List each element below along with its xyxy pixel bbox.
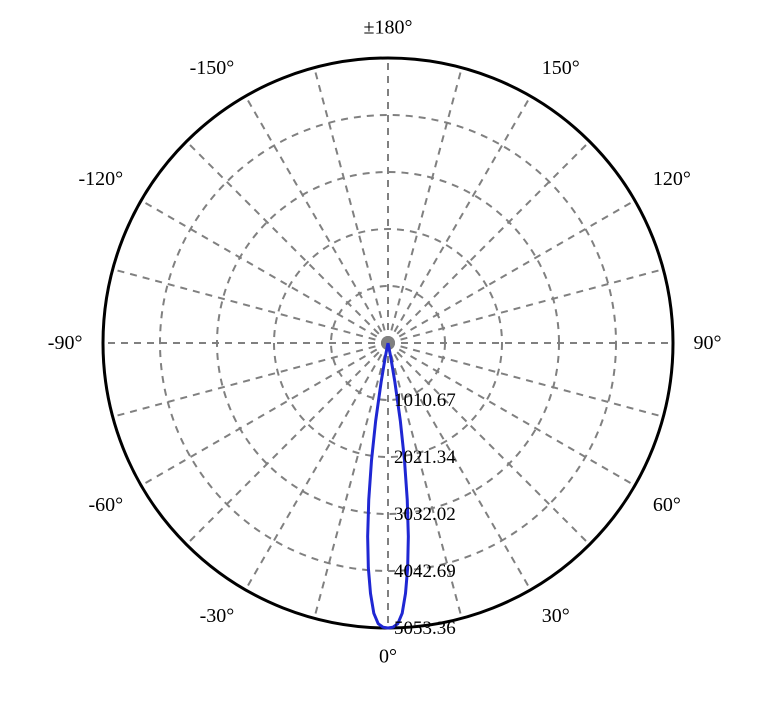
radial-tick-label: 1010.67 bbox=[394, 390, 456, 411]
radial-tick-label: 4042.69 bbox=[394, 561, 456, 582]
angle-label: -60° bbox=[88, 494, 123, 516]
angle-label: 60° bbox=[653, 494, 681, 516]
angle-label: 90° bbox=[694, 332, 722, 354]
angle-label: -150° bbox=[190, 57, 235, 79]
angle-label: 0° bbox=[379, 646, 397, 668]
angle-label: -30° bbox=[200, 605, 235, 627]
angle-label: -90° bbox=[48, 332, 83, 354]
angle-label: -120° bbox=[78, 168, 123, 190]
polar-chart: 1010.67 2021.34 3032.02 4042.69 5053.36 0° 30°… bbox=[0, 0, 777, 701]
radial-tick-label: 2021.34 bbox=[394, 447, 456, 468]
angle-label: 150° bbox=[542, 57, 580, 79]
angle-label: 120° bbox=[653, 168, 691, 190]
radial-tick-label: 5053.36 bbox=[394, 618, 456, 639]
radial-tick-label: 3032.02 bbox=[394, 504, 456, 525]
angle-label: ±180° bbox=[364, 16, 413, 38]
angle-label: 30° bbox=[542, 605, 570, 627]
